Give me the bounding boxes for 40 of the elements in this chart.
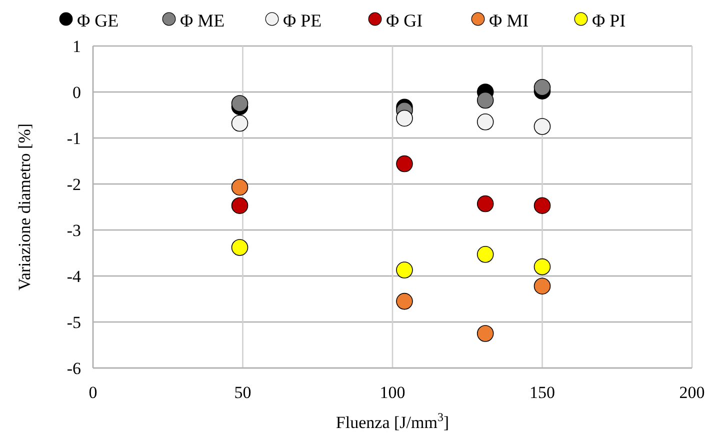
legend-label: Φ PI bbox=[592, 10, 626, 30]
point bbox=[534, 278, 551, 295]
point bbox=[231, 197, 248, 214]
y-tick-label: -2 bbox=[66, 174, 81, 194]
legend-label: Φ GI bbox=[386, 10, 423, 30]
y-tick-label: -4 bbox=[66, 266, 82, 286]
y-tick-label: 0 bbox=[72, 82, 81, 102]
point bbox=[396, 110, 413, 127]
y-tick-label: -6 bbox=[66, 358, 81, 378]
y-tick-label: -3 bbox=[66, 220, 81, 240]
x-tick-label: 50 bbox=[234, 383, 252, 402]
point bbox=[476, 325, 494, 342]
x-tick-label: 200 bbox=[679, 383, 705, 402]
y-tick-label: 1 bbox=[72, 36, 81, 56]
legend-label: Φ MI bbox=[489, 10, 529, 30]
x-tick-label: 0 bbox=[88, 383, 98, 402]
y-axis-title: Variazione diametro [%] bbox=[15, 123, 34, 291]
point bbox=[396, 155, 413, 172]
legend-label: Φ ME bbox=[180, 10, 225, 30]
point bbox=[534, 118, 551, 135]
x-axis-title: Fluenza [J/mm$^{3}$] bbox=[336, 410, 450, 432]
y-tick-label: -1 bbox=[66, 128, 81, 148]
point bbox=[476, 92, 494, 109]
point bbox=[231, 239, 248, 256]
point bbox=[476, 246, 494, 263]
x-tick-label: 150 bbox=[530, 383, 555, 402]
point bbox=[534, 197, 551, 214]
point bbox=[231, 114, 248, 132]
point bbox=[396, 292, 413, 310]
point bbox=[534, 79, 551, 96]
point bbox=[534, 258, 551, 276]
point bbox=[396, 262, 413, 278]
legend-label: Φ GE bbox=[77, 10, 119, 30]
point bbox=[476, 114, 494, 130]
point bbox=[476, 195, 494, 212]
point bbox=[231, 178, 248, 196]
legend-label: Φ PE bbox=[283, 10, 322, 30]
y-tick-label: -5 bbox=[66, 312, 81, 332]
point bbox=[231, 95, 248, 112]
x-tick-label: 100 bbox=[380, 383, 406, 402]
